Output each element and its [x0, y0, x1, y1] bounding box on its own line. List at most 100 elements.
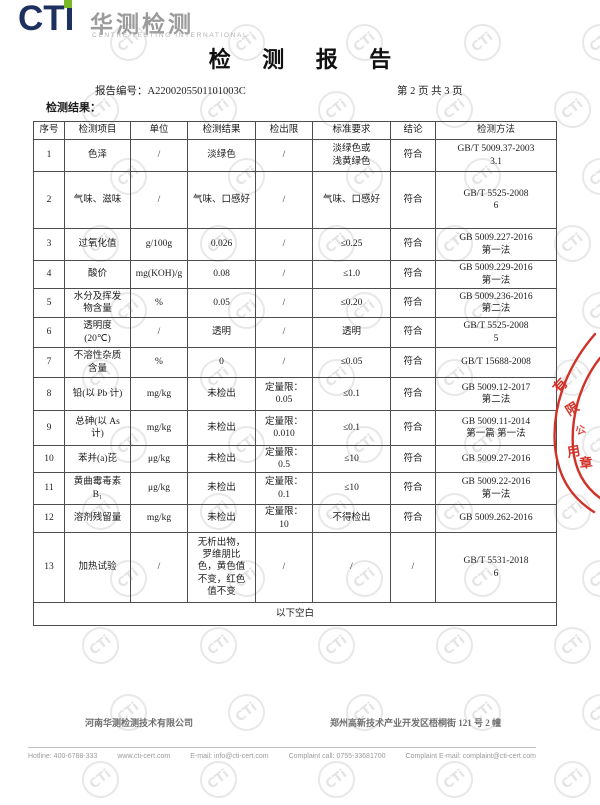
table-cell: 11: [33, 472, 65, 505]
column-header: 检出限: [255, 121, 313, 140]
footer-company-name: 河南华测检测技术有限公司: [85, 718, 194, 728]
cti-watermark-icon: CTi: [546, 619, 599, 672]
table-cell: 12: [33, 504, 65, 533]
table-cell: 酸价: [64, 260, 131, 289]
table-row: 12 溶剂残留量 mg/kg 未检出 定量限： 10 不得检出 符合 GB 5009.262-…: [33, 504, 557, 533]
table-cell: 未检出: [187, 410, 256, 446]
table-row: 13 加热试验 / 无析出物， 罗维朋比 色，黄色值 不变，红色 值不变 / / / GB/T…: [33, 532, 557, 603]
footer-complaint-email: Complaint E-mail: complaint@cti-cert.com: [405, 753, 536, 760]
table-cell: 未检出: [187, 472, 256, 505]
table-cell: GB 5009.227-2016 第一法: [435, 228, 557, 261]
results-table: 序号 检测项目 单位 检测结果 检出限 标准要求 结论 检测方法 1 色泽 / 淡绿色 / 淡绿色或 浅…: [33, 121, 557, 626]
table-cell: /: [390, 532, 436, 603]
table-cell: 定量限： 0.010: [255, 410, 313, 446]
footer-company-address: 郑州高新技术产业开发区梧桐街 121 号 2 幢: [330, 718, 502, 728]
header-row: 序号 检测项目 单位 检测结果 检出限 标准要求 结论 检测方法: [33, 121, 557, 140]
table-cell: ≤10: [312, 445, 391, 473]
table-cell: 未检出: [187, 445, 256, 473]
table-cell: 符合: [390, 504, 436, 533]
table-cell: 8: [33, 377, 65, 411]
table-cell: 溶剂残留量: [64, 504, 131, 533]
table-cell: 符合: [390, 445, 436, 473]
table-cell: 过氧化值: [64, 228, 131, 261]
table-cell: /: [255, 260, 313, 289]
table-cell: %: [130, 288, 188, 318]
blank-row-cell: 以下空白: [33, 602, 557, 626]
table-cell: GB/T 5009.37-2003 3.1: [435, 139, 557, 172]
report-number-value: A2200205501101003C: [147, 86, 246, 97]
table-cell: μg/kg: [130, 472, 188, 505]
table-cell: /: [255, 532, 313, 603]
column-header: 结论: [390, 121, 436, 140]
table-row: 11 黄曲霉毒素 B₁ μg/kg 未检出 定量限： 0.1 ≤10 符合 GB 5009.2…: [33, 472, 557, 505]
table-cell: ≤0.1: [312, 410, 391, 446]
table-cell: 透明: [187, 317, 256, 348]
table-cell: 10: [33, 445, 65, 473]
footer-contacts: Hotline: 400-6788-333 www.cti-cert.com E…: [28, 753, 536, 760]
cti-watermark-icon: CTi: [428, 619, 481, 672]
table-cell: 定量限： 0.05: [255, 377, 313, 411]
table-cell: /: [255, 228, 313, 261]
report-number: 报告编号：A2200205501101003C: [95, 83, 246, 98]
column-header: 检测项目: [64, 121, 131, 140]
table-cell: 未检出: [187, 377, 256, 411]
table-cell: mg/kg: [130, 504, 188, 533]
table-cell: g/100g: [130, 228, 188, 261]
table-cell: 苯并(a)芘: [64, 445, 131, 473]
table-row: 5 水分及挥发 物含量% 0.05/≤0.20 符合 GB 5009.236-2016 …: [33, 288, 557, 318]
table-cell: mg(KOH)/g: [130, 260, 188, 289]
table-cell: /: [255, 171, 313, 229]
table-cell: 淡绿色或 浅黄绿色: [312, 139, 391, 172]
table-cell: /: [312, 532, 391, 603]
table-cell: 无析出物， 罗维朋比 色，黄色值 不变，红色 值不变: [187, 532, 256, 603]
seal-char-2: 限: [563, 398, 583, 418]
cti-watermark-icon: CTi: [546, 753, 599, 805]
table-row: 6 透明度 (20℃) / 透明 / 透明 符合 GB/T 5525-2008 5: [33, 317, 557, 348]
table-cell: 5: [33, 288, 65, 318]
table-cell: 0.026: [187, 228, 256, 261]
table-cell: 气味、口感好: [187, 171, 256, 229]
table-cell: 3: [33, 228, 65, 261]
table-cell: 透明: [312, 317, 391, 348]
table-row: 3 过氧化值 g/100g 0.026/≤0.25 符合 GB 5009.227-2016…: [33, 228, 557, 261]
table-cell: /: [130, 171, 188, 229]
cti-watermark-icon: CTi: [338, 686, 391, 739]
table-cell: 1: [33, 139, 65, 172]
blank-row: 以下空白: [33, 602, 557, 626]
table-cell: 4: [33, 260, 65, 289]
table-cell: 透明度 (20℃): [64, 317, 131, 348]
table-cell: 符合: [390, 410, 436, 446]
footer-website: www.cti-cert.com: [117, 753, 171, 760]
footer-email: E-mail: info@cti-cert.com: [190, 753, 269, 760]
cti-watermark-icon: CTi: [310, 753, 363, 805]
cti-watermark-icon: CTi: [428, 753, 481, 805]
table-cell: 气味、口感好: [312, 171, 391, 229]
table-cell: GB 5009.22-2016 第一法: [435, 472, 557, 505]
table-cell: 定量限： 0.5: [255, 445, 313, 473]
table-cell: ≤0.20: [312, 288, 391, 318]
table-cell: /: [130, 532, 188, 603]
cti-logo-green-dot-icon: [64, 0, 72, 8]
table-cell: ≤1.0: [312, 260, 391, 289]
page-title: 检 测 报 告: [208, 47, 405, 72]
table-row: 2 气味、滋味 / 气味、口感好 / 气味、口感好 符合 GB/T 5525-2008 6: [33, 171, 557, 229]
cti-watermark-icon: CTi: [456, 686, 509, 739]
table-cell: GB/T 5525-2008 6: [435, 171, 557, 229]
table-cell: 符合: [390, 139, 436, 172]
table-cell: 2: [33, 171, 65, 229]
table-cell: 0.05: [187, 288, 256, 318]
table-cell: 水分及挥发 物含量: [64, 288, 131, 318]
table-cell: GB 5009.262-2016: [435, 504, 557, 533]
table-row: 1 色泽 / 淡绿色 / 淡绿色或 浅黄绿色 符合 GB/T 5009.37-2003 3.1: [33, 139, 557, 172]
table-cell: /: [255, 347, 313, 378]
table-row: 10 苯并(a)芘 μg/kg 未检出 定量限： 0.5 ≤10 符合 GB 5009.27-…: [33, 445, 557, 473]
table-cell: 符合: [390, 347, 436, 378]
table-cell: ≤0.05: [312, 347, 391, 378]
table-cell: %: [130, 347, 188, 378]
cti-watermark-icon: CTi: [192, 753, 245, 805]
table-cell: 符合: [390, 228, 436, 261]
cti-watermark-icon: CTi: [74, 753, 127, 805]
footer-complaint-call: Complaint call: 0755-33681700: [288, 753, 386, 760]
table-cell: 符合: [390, 472, 436, 505]
cti-logo-chinese: 华测检测: [90, 11, 194, 37]
